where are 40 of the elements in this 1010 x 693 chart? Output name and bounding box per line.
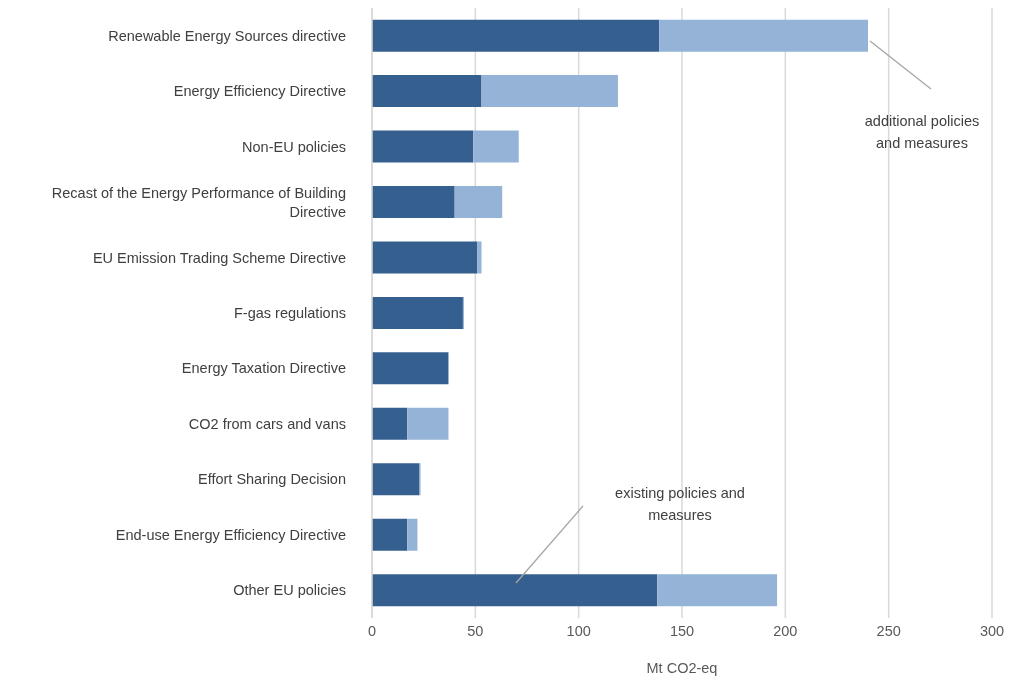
- x-tick-label: 250: [876, 623, 901, 640]
- bar: [454, 186, 503, 219]
- bar: [372, 296, 463, 329]
- y-tick-label: EU Emission Trading Scheme Directive: [92, 249, 346, 266]
- y-tick-label: Non-EU policies: [242, 138, 346, 155]
- bar: [372, 407, 408, 440]
- x-tick-label: 150: [669, 623, 695, 640]
- y-tick-label: CO2 from cars and vans: [188, 415, 346, 432]
- y-tick-label: F-gas regulations: [233, 305, 346, 321]
- x-tick-label: 50: [467, 623, 484, 640]
- y-tick-label: Energy Taxation Directive: [181, 360, 346, 377]
- annotation: additional policies and measures: [863, 112, 981, 153]
- bar: [372, 75, 482, 108]
- bar: [407, 518, 418, 551]
- bar: [372, 574, 658, 607]
- bar: [372, 518, 408, 551]
- y-tick-label: Other EU policies: [233, 582, 346, 599]
- bar: [372, 463, 420, 496]
- bar: [372, 130, 474, 163]
- bar: [372, 352, 449, 385]
- y-tick-label: Energy Efficiency Directive: [173, 83, 346, 100]
- x-tick-label: 200: [773, 623, 798, 640]
- bar: [372, 186, 455, 219]
- bar: [473, 130, 519, 163]
- annotation: existing policies and measures: [614, 484, 746, 525]
- bar: [372, 241, 478, 274]
- y-tick-label: Recast of the Energy Performance of Building Directive: [51, 185, 346, 221]
- bar: [481, 75, 618, 108]
- x-tick-label: 100: [566, 623, 591, 640]
- x-tick-label: 0: [367, 623, 377, 640]
- y-tick-label: Renewable Energy Sources directive: [108, 27, 346, 44]
- y-tick-label: Effort Sharing Decision: [197, 471, 346, 488]
- bar: [407, 407, 449, 440]
- bar: [372, 19, 660, 52]
- y-tick-label: End-use Energy Efficiency Directive: [115, 526, 346, 543]
- bar: [477, 241, 482, 274]
- bar: [657, 574, 778, 607]
- x-axis-title: Mt CO2-eq: [646, 660, 718, 676]
- x-tick-label: 300: [979, 623, 1005, 640]
- bar: [659, 19, 868, 52]
